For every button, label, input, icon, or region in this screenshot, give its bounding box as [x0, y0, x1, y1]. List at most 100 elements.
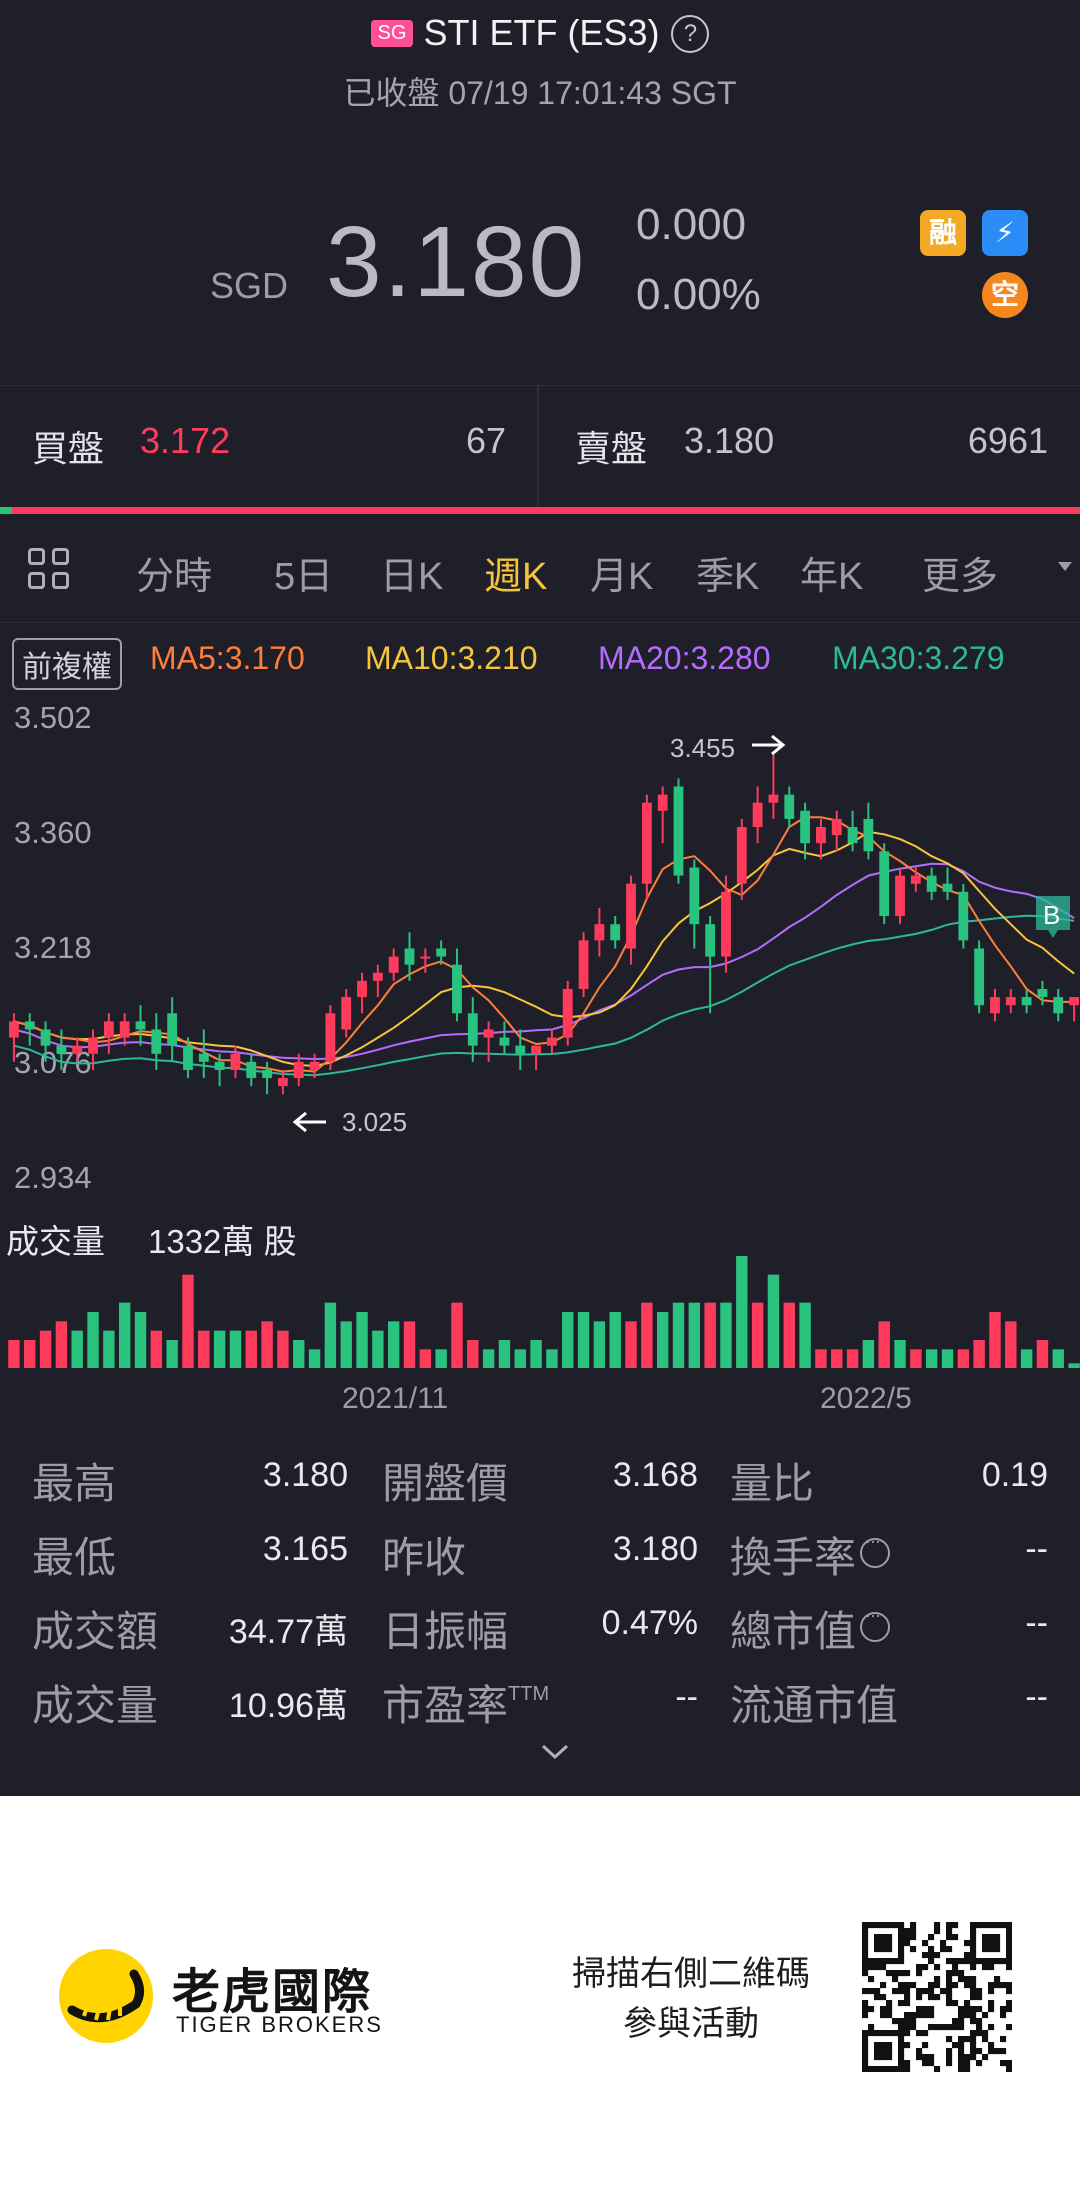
market-cap-value: -- — [1025, 1604, 1048, 1642]
brand-name-cn: 老虎國際 — [172, 1966, 373, 2019]
candle — [847, 810, 858, 852]
volume-bar — [783, 1302, 795, 1368]
volume-stat-value: 10.96萬 — [228, 1687, 348, 1725]
candle — [1053, 988, 1064, 1022]
low-marker-value: 3.025 — [342, 1107, 407, 1137]
candle — [119, 1013, 130, 1046]
volume-bar — [973, 1340, 985, 1368]
candle — [1069, 997, 1079, 1022]
volume-bar — [229, 1330, 242, 1368]
candle — [531, 1045, 541, 1070]
market-cap-label[interactable]: 總市值 — [730, 1598, 891, 1659]
ask-price: 3.180 — [684, 420, 775, 461]
candle — [752, 786, 763, 844]
tab-monthly-k[interactable]: 月K — [590, 556, 654, 598]
chevron-down-icon[interactable] — [1058, 562, 1072, 571]
candle — [1021, 988, 1032, 1014]
arrow-right-icon-head — [771, 734, 786, 756]
info-circle-icon[interactable] — [860, 1531, 891, 1568]
volume-bar — [910, 1349, 922, 1368]
volume-bar — [134, 1312, 147, 1368]
candle — [721, 875, 731, 973]
candle — [309, 1053, 320, 1079]
candle — [1005, 988, 1016, 1014]
candle — [958, 883, 969, 949]
high-value: 3.180 — [262, 1456, 348, 1494]
candle — [167, 997, 178, 1062]
tab-intraday[interactable]: 分時 — [136, 556, 213, 598]
volume-bar — [372, 1330, 384, 1368]
volume-bar — [799, 1302, 811, 1368]
buy-marker[interactable]: B — [1036, 896, 1070, 938]
volume-bar — [625, 1321, 637, 1368]
promo-line-1: 掃描右側二維碼 — [572, 1955, 810, 1993]
candle — [230, 1045, 241, 1079]
volume-bar — [1020, 1349, 1033, 1368]
order-book-divider — [537, 385, 539, 507]
candle — [198, 1029, 209, 1079]
volume-bar — [704, 1302, 716, 1368]
volume-bar — [989, 1312, 1001, 1368]
high-label: 最高 — [32, 1460, 117, 1507]
price-adjust-button[interactable]: 前複權 — [12, 638, 122, 690]
candle — [246, 1053, 257, 1087]
info-circle-icon[interactable] — [860, 1605, 891, 1642]
prev-close-value: 3.180 — [612, 1530, 698, 1568]
candle — [151, 1013, 162, 1070]
candle — [325, 1005, 336, 1070]
candle — [135, 1005, 146, 1046]
candle — [863, 802, 874, 860]
candle — [278, 1069, 288, 1095]
ask-ratio-bar — [0, 507, 1080, 514]
tab-weekly-k[interactable]: 週K — [484, 556, 548, 598]
candle — [768, 754, 779, 819]
price-change-pct: 0.00% — [636, 270, 761, 319]
volume-bar — [609, 1312, 621, 1368]
candle — [578, 932, 589, 998]
ma5-value: MA5:3.170 — [150, 640, 305, 676]
flash-trade-icon[interactable]: ⚡ — [982, 210, 1028, 256]
tiger-logo-icon — [59, 1949, 153, 2043]
market-status: 已收盤 07/19 17:01:43 SGT — [343, 75, 737, 111]
volume-bar — [277, 1330, 289, 1368]
turnover-rate-text: 換手率 — [730, 1534, 857, 1581]
margin-icon[interactable]: 融 — [920, 210, 966, 256]
volume-bar — [862, 1340, 875, 1368]
candle — [610, 916, 621, 949]
tab-more[interactable]: 更多 — [922, 556, 999, 598]
chevron-down-icon[interactable] — [540, 1742, 570, 1762]
volume-ratio-value: 0.19 — [981, 1456, 1048, 1494]
tab-daily-k[interactable]: 日K — [380, 556, 444, 598]
short-sell-icon[interactable]: 空 — [982, 272, 1028, 318]
prev-close-label: 昨收 — [382, 1534, 467, 1581]
market-badge: SG — [370, 20, 414, 47]
candle — [341, 988, 352, 1038]
volume-bar — [751, 1302, 764, 1368]
volume-bar — [8, 1340, 20, 1368]
tab-yearly-k[interactable]: 年K — [800, 556, 864, 598]
candlestick-chart[interactable]: 3.455 3.025 B — [0, 690, 1080, 1390]
bid-ratio-bar — [0, 507, 12, 514]
volume-bar — [87, 1312, 99, 1368]
volume-bar — [767, 1274, 780, 1368]
volume-bar — [546, 1349, 558, 1368]
tab-quarterly-k[interactable]: 季K — [696, 556, 760, 598]
volume-bar — [24, 1340, 36, 1368]
buy-marker-label: B — [1043, 900, 1060, 930]
candle — [673, 778, 684, 884]
turnover-rate-label[interactable]: 換手率 — [730, 1524, 891, 1585]
grid-menu-icon[interactable] — [28, 548, 72, 592]
volume-bar — [530, 1340, 542, 1368]
amplitude-value: 0.47% — [601, 1604, 698, 1642]
candle — [816, 818, 826, 860]
candle — [40, 1021, 51, 1062]
question-circle-icon[interactable]: ? — [671, 15, 710, 53]
tab-5day[interactable]: 5日 — [274, 556, 334, 598]
volume-bar — [1068, 1363, 1080, 1368]
stock-name: STI ETF (ES3) — [423, 12, 660, 53]
candle — [388, 948, 399, 981]
volume-bar — [562, 1312, 574, 1368]
volume-bar — [815, 1349, 827, 1368]
volume-stat-label: 成交量 — [32, 1682, 159, 1729]
volume-bar — [403, 1321, 416, 1368]
